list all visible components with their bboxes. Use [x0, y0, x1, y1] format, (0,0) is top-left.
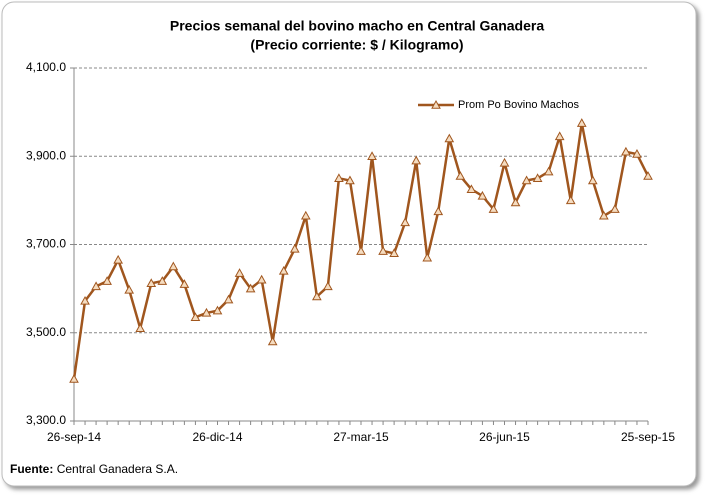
point-marker — [455, 171, 466, 180]
point-marker — [113, 254, 124, 264]
point-marker — [367, 151, 377, 160]
point-marker — [234, 268, 245, 277]
point-marker — [102, 276, 112, 285]
source: Fuente: Central Ganadera S.A. — [10, 462, 178, 476]
point-marker — [223, 294, 234, 304]
point-marker — [201, 307, 212, 317]
point-marker — [267, 336, 278, 346]
point-marker — [278, 265, 289, 275]
point-marker — [256, 274, 267, 284]
point-marker — [212, 305, 223, 315]
point-marker — [576, 118, 587, 127]
point-marker — [643, 171, 653, 180]
legend-marker — [431, 99, 441, 109]
x-tick-label: 26-sep-14 — [47, 430, 101, 444]
point-marker — [345, 175, 355, 185]
point-marker — [135, 323, 146, 333]
point-marker — [499, 157, 510, 167]
point-marker — [400, 217, 411, 227]
point-marker — [598, 210, 609, 220]
point-marker — [587, 175, 598, 185]
point-marker — [245, 283, 256, 293]
x-tick-label: 25-sep-15 — [621, 430, 675, 444]
point-marker — [91, 281, 101, 291]
point-marker — [157, 276, 168, 285]
point-marker — [323, 281, 333, 291]
point-marker — [179, 279, 190, 288]
point-marker — [632, 149, 642, 158]
point-marker — [554, 131, 565, 141]
point-marker — [378, 246, 388, 255]
point-marker — [168, 261, 179, 271]
x-tick-label: 26-jun-15 — [479, 430, 530, 444]
point-marker — [69, 374, 79, 383]
point-marker — [488, 204, 499, 213]
point-marker — [356, 246, 366, 255]
point-marker — [124, 284, 135, 294]
y-tick-label: 3,700.0 — [26, 237, 66, 251]
point-marker — [510, 197, 521, 207]
point-marker — [433, 206, 444, 216]
point-marker — [80, 295, 90, 305]
legend-label: Prom Po Bovino Machos — [458, 99, 580, 111]
point-marker — [334, 173, 344, 183]
point-marker — [610, 204, 620, 213]
point-marker — [621, 146, 631, 156]
chart-title: Precios semanal del bovino macho en Cent… — [170, 18, 544, 34]
point-marker — [444, 133, 455, 143]
y-tick-label: 3,900.0 — [26, 148, 66, 162]
source-text: Central Ganadera S.A. — [57, 462, 178, 476]
point-marker — [389, 248, 399, 258]
y-tick-label: 3,300.0 — [26, 413, 66, 427]
point-marker — [289, 243, 300, 253]
point-marker — [521, 175, 532, 185]
point-marker — [565, 195, 576, 205]
point-marker — [466, 184, 477, 194]
y-tick-label: 4,100.0 — [26, 60, 66, 74]
source-label: Fuente: — [10, 462, 53, 476]
x-tick-label: 27-mar-15 — [333, 430, 389, 444]
point-marker — [146, 278, 157, 288]
y-tick-label: 3,500.0 — [26, 325, 66, 339]
point-marker — [532, 173, 543, 183]
point-marker — [411, 155, 422, 165]
point-marker — [190, 312, 201, 322]
point-marker — [300, 210, 311, 220]
point-marker — [422, 252, 433, 262]
chart-subtitle: (Precio corriente: $ / Kilogramo) — [250, 37, 463, 53]
x-tick-label: 26-dic-14 — [192, 430, 242, 444]
point-marker — [477, 190, 488, 200]
point-marker — [311, 291, 322, 301]
point-marker — [543, 166, 554, 176]
